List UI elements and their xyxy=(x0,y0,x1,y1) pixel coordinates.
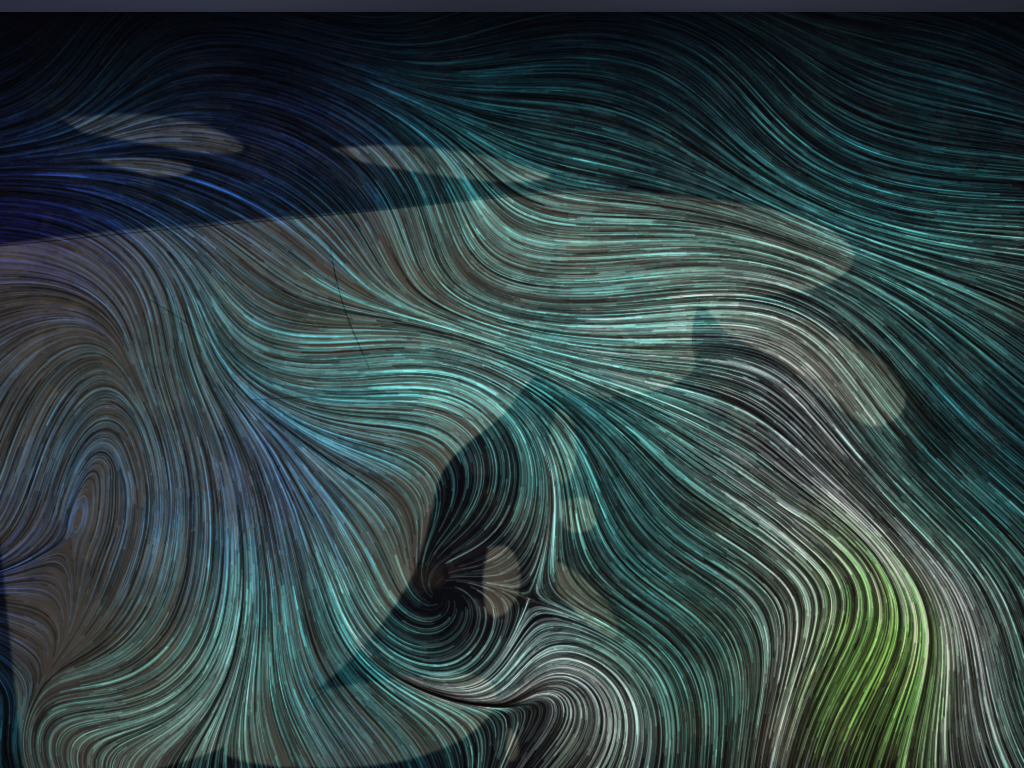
wind-flow-canvas[interactable] xyxy=(0,0,1024,768)
wind-map-viewport[interactable]: Wind Flow Visualization Northeast Asia /… xyxy=(0,0,1024,768)
